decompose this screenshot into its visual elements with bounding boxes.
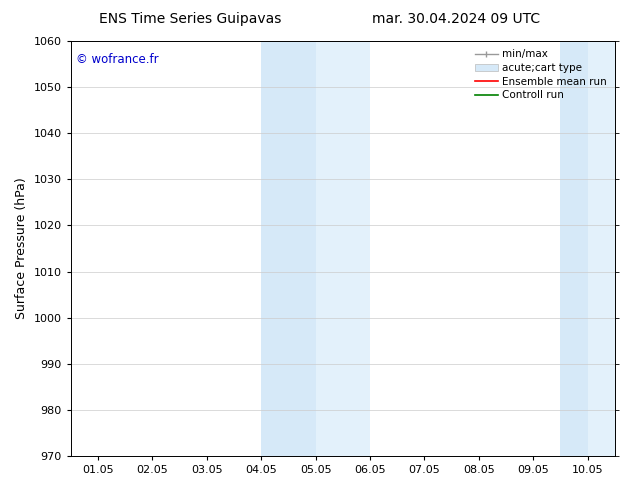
Bar [316, 41, 370, 456]
Bar [261, 41, 316, 456]
Text: ENS Time Series Guipavas: ENS Time Series Guipavas [99, 12, 281, 26]
Text: © wofrance.fr: © wofrance.fr [76, 53, 158, 67]
Title: ENS Time Series Guipavas        mar. 30.04.2024 09 UTC: ENS Time Series Guipavas mar. 30.04.2024… [0, 489, 1, 490]
Text: mar. 30.04.2024 09 UTC: mar. 30.04.2024 09 UTC [372, 12, 541, 26]
Bar [560, 41, 588, 456]
Bar [588, 41, 615, 456]
Legend: min/max, acute;cart type, Ensemble mean run, Controll run: min/max, acute;cart type, Ensemble mean … [472, 46, 610, 103]
Y-axis label: Surface Pressure (hPa): Surface Pressure (hPa) [15, 178, 28, 319]
